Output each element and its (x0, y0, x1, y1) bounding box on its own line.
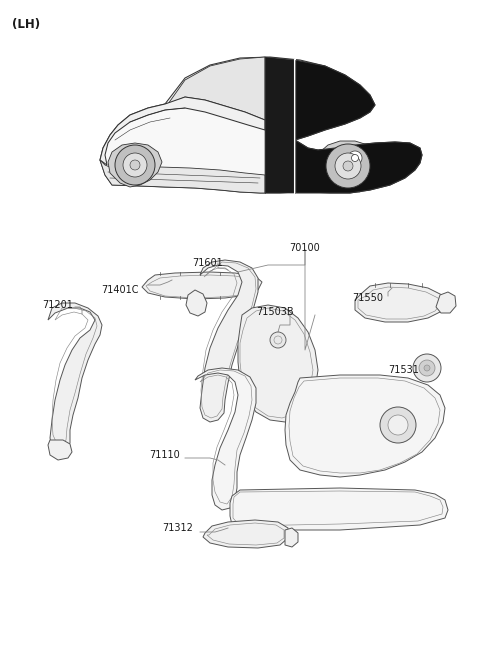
Circle shape (388, 415, 408, 435)
Polygon shape (230, 488, 448, 530)
Circle shape (413, 354, 441, 382)
Polygon shape (186, 290, 207, 316)
Polygon shape (185, 98, 265, 125)
Polygon shape (285, 528, 298, 547)
Text: 71110: 71110 (150, 450, 180, 460)
Polygon shape (48, 303, 102, 452)
Circle shape (419, 360, 435, 376)
Polygon shape (48, 440, 72, 460)
Polygon shape (268, 127, 280, 136)
Polygon shape (100, 103, 422, 193)
Polygon shape (316, 141, 382, 192)
Polygon shape (100, 97, 265, 165)
Polygon shape (265, 57, 295, 193)
Polygon shape (108, 143, 162, 187)
Circle shape (123, 153, 147, 177)
Text: 71531: 71531 (389, 365, 420, 375)
Polygon shape (168, 57, 265, 120)
Circle shape (424, 365, 430, 371)
Polygon shape (100, 160, 265, 193)
Circle shape (130, 160, 140, 170)
Polygon shape (355, 283, 445, 322)
Text: 71550: 71550 (352, 293, 384, 303)
Polygon shape (142, 272, 262, 299)
Polygon shape (165, 57, 375, 140)
Polygon shape (295, 60, 422, 193)
Polygon shape (203, 520, 288, 548)
Text: 71201: 71201 (43, 300, 73, 310)
Polygon shape (238, 305, 318, 422)
Text: 71312: 71312 (163, 523, 193, 533)
Circle shape (326, 144, 370, 188)
Polygon shape (200, 260, 258, 422)
Circle shape (270, 332, 286, 348)
Circle shape (351, 155, 359, 162)
Circle shape (343, 161, 353, 171)
Circle shape (348, 151, 362, 165)
Polygon shape (436, 292, 456, 313)
Circle shape (115, 145, 155, 185)
Circle shape (380, 407, 416, 443)
Text: 71503B: 71503B (256, 307, 294, 317)
Circle shape (335, 153, 361, 179)
Text: 70100: 70100 (289, 243, 320, 253)
Text: 71401C: 71401C (101, 285, 139, 295)
Polygon shape (285, 375, 445, 477)
Text: 71601: 71601 (192, 258, 223, 268)
Text: (LH): (LH) (12, 18, 40, 31)
Polygon shape (195, 368, 256, 510)
